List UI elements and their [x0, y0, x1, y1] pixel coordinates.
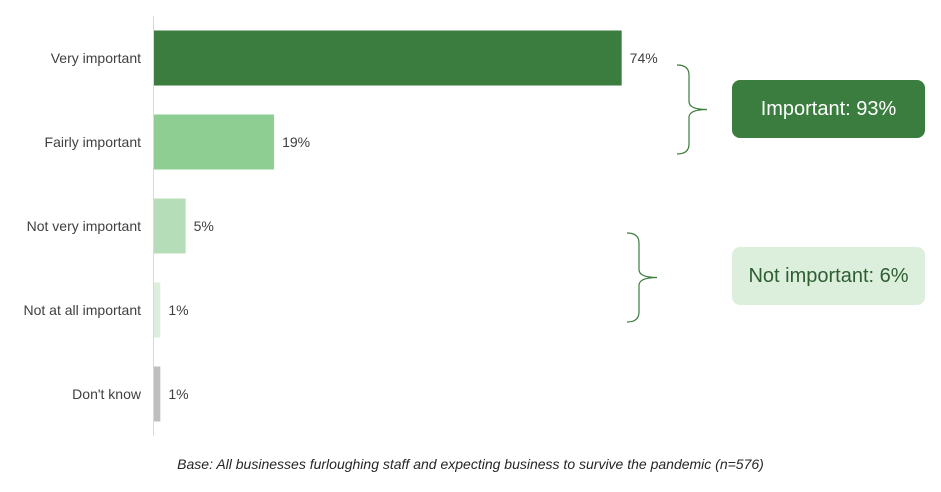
- bar-chart: Very important 74% Fairly important 19% Not …: [24, 16, 708, 436]
- bar-very-important: [154, 30, 622, 86]
- bar-not-very-important: [154, 198, 186, 254]
- value-label-not-very-important: 5%: [194, 218, 214, 234]
- value-label-fairly-important: 19%: [282, 134, 310, 150]
- category-label-fairly-important: Fairly important: [45, 134, 142, 150]
- important-summary-label: Important: 93%: [760, 97, 897, 120]
- important-summary-badge: Important: 93%: [732, 80, 925, 138]
- category-label-very-important: Very important: [51, 50, 141, 66]
- value-label-not-at-all-important: 1%: [168, 302, 188, 318]
- bar-don-t-know: [154, 366, 161, 422]
- category-label-not-at-all-important: Not at all important: [24, 302, 142, 318]
- not-important-summary-label: Not important: 6%: [748, 264, 909, 287]
- base-footnote: Base: All businesses furloughing staff a…: [177, 456, 764, 472]
- category-label-don-t-know: Don't know: [72, 386, 142, 402]
- bar-not-at-all-important: [154, 282, 161, 338]
- value-label-don-t-know: 1%: [168, 386, 188, 402]
- group-bracket-important: [676, 64, 708, 155]
- group-bracket-not-important: [626, 232, 658, 323]
- bar-fairly-important: [154, 114, 275, 170]
- category-label-not-very-important: Not very important: [27, 218, 141, 234]
- value-label-very-important: 74%: [630, 50, 658, 66]
- not-important-summary-badge: Not important: 6%: [732, 247, 925, 305]
